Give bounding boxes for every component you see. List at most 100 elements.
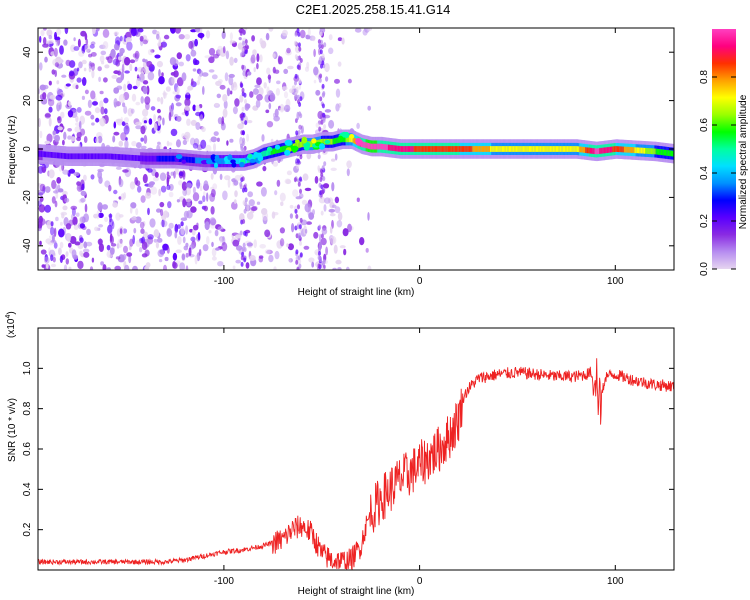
spectrogram-noise-cell	[118, 56, 122, 61]
spectrogram-noise-cell	[333, 244, 338, 254]
spectrogram-ridge-blob	[239, 161, 245, 168]
spectrogram-ridge-blob	[337, 135, 344, 142]
spectrogram-noise-cell	[48, 106, 53, 113]
spectrogram-ridge-core	[436, 146, 439, 152]
spectrogram-noise-cell	[104, 64, 110, 69]
spectrogram-ridge-core	[620, 146, 623, 153]
spectrogram-noise-cell	[185, 187, 191, 196]
spectrogram-ridge-core	[182, 156, 185, 163]
spectrogram-noise-cell	[112, 202, 118, 208]
spectrogram-noise-cell	[211, 241, 214, 248]
spectrogram-noise-cell	[304, 66, 310, 72]
spectrogram-ridge-core	[406, 146, 409, 152]
spectrogram-noise-cell	[266, 121, 274, 128]
spectrogram-noise-cell	[76, 67, 80, 72]
spectrogram-noise-cell	[173, 170, 176, 179]
spectrogram-noise-cell	[315, 89, 321, 96]
spectrogram-noise-cell	[51, 234, 55, 243]
spectrogram-ridge-blob	[284, 149, 291, 156]
colorbar-tick-label: 0.0	[699, 262, 710, 276]
colorbar-tick-label: 0.8	[699, 70, 710, 84]
spectrogram-noise-cell	[251, 35, 256, 42]
spectrogram-noise-cell	[347, 78, 352, 84]
spectrogram-noise-cell	[84, 44, 91, 53]
spectrogram-streak-cell	[240, 82, 244, 88]
spectrogram-noise-cell	[100, 106, 105, 115]
spectrogram-ridge-core	[299, 141, 302, 148]
snr-y-tick-label: 1.0	[22, 361, 33, 375]
spectrogram-streak-cell	[241, 64, 245, 70]
spectrogram-noise-cell	[167, 227, 171, 234]
spectrogram-noise-cell	[118, 214, 124, 218]
spectrogram-noise-cell	[98, 243, 104, 253]
spectrogram-noise-cell	[289, 213, 293, 219]
spectrogram-noise-cell	[111, 74, 118, 79]
spectrogram-ridge-core	[290, 144, 293, 150]
spectrogram-noise-cell	[288, 258, 292, 263]
spectrogram-ridge-core	[119, 154, 122, 160]
spectrogram-noise-cell	[237, 123, 244, 130]
spectrogram-ridge-core	[90, 153, 93, 160]
spectrogram-ridge-core	[533, 146, 536, 152]
spectrogram-streak-cell	[241, 246, 245, 252]
spectrogram-ridge-core	[156, 155, 159, 162]
spectrogram-noise-cell	[157, 141, 161, 145]
spectrogram-noise-cell	[184, 97, 191, 107]
spectrogram-streak-cell	[241, 176, 245, 182]
spectrogram-noise-cell	[184, 105, 190, 111]
spectrogram-noise-cell	[262, 211, 269, 221]
spectrogram-noise-cell	[279, 227, 285, 234]
spectrogram-noise-cell	[139, 73, 145, 83]
spectrogram-noise-cell	[95, 137, 100, 144]
spectrogram-noise-cell	[65, 258, 70, 265]
spectrogram-streak-cell	[319, 31, 323, 37]
spectrogram-noise-cell	[209, 217, 216, 226]
spectrogram-ridge-core	[134, 155, 137, 161]
snr-background	[38, 328, 674, 570]
spectrogram-noise-cell	[304, 203, 311, 213]
spectrogram-noise-cell	[57, 100, 61, 106]
spectrogram-noise-cell	[229, 32, 233, 41]
spectrogram-ridge-core	[60, 152, 63, 159]
spectrogram-streak-cell	[319, 49, 323, 55]
spectrogram-noise-cell	[221, 242, 228, 252]
spectrogram-ridge-core	[93, 153, 96, 160]
spectrogram-noise-cell	[143, 65, 150, 75]
spectrogram-ridge-core	[532, 146, 535, 152]
spectrogram-noise-cell	[273, 266, 277, 270]
spectrogram-noise-cell	[197, 75, 202, 81]
spectrogram-noise-cell	[106, 267, 111, 270]
spectrogram-noise-cell	[39, 218, 43, 228]
spectrogram-noise-cell	[182, 198, 187, 208]
spectrogram-ridge-core	[615, 146, 618, 152]
spectrogram-noise-cell	[367, 265, 372, 270]
spectrogram-ridge-core	[190, 157, 193, 163]
spectrogram-ridge-core	[421, 146, 425, 152]
spectrogram-noise-cell	[108, 218, 114, 227]
spectrogram-ridge-core	[87, 153, 90, 160]
spectrogram-noise-cell	[170, 128, 178, 137]
spectrogram-noise-cell	[145, 262, 151, 268]
spectrogram-noise-cell	[229, 138, 234, 143]
spectrogram-ridge-core	[270, 149, 273, 155]
spectrogram-noise-cell	[220, 122, 226, 131]
spectrogram-ridge-core	[646, 148, 649, 154]
spectrogram-noise-cell	[102, 264, 107, 270]
spectrogram-noise-cell	[176, 139, 181, 148]
spectrogram-streak-cell	[297, 204, 300, 210]
spectrogram-noise-cell	[143, 134, 148, 144]
spectrogram-noise-cell	[176, 77, 184, 87]
spectrogram-noise-cell	[44, 140, 51, 145]
spectrogram-noise-cell	[280, 201, 284, 207]
spectrogram-noise-cell	[159, 201, 165, 208]
spectrogram-noise-cell	[74, 126, 81, 133]
spectrogram-noise-cell	[80, 197, 86, 203]
spectrogram-noise-cell	[124, 56, 131, 66]
spectrogram-ridge-core	[487, 146, 490, 152]
spectrogram-noise-cell	[118, 254, 125, 262]
spectrogram-noise-cell	[335, 103, 340, 112]
spectrogram-noise-cell	[304, 187, 312, 192]
spectrogram-noise-cell	[295, 118, 298, 123]
spectrogram-noise-cell	[144, 96, 151, 105]
spectrogram-noise-cell	[84, 89, 89, 95]
